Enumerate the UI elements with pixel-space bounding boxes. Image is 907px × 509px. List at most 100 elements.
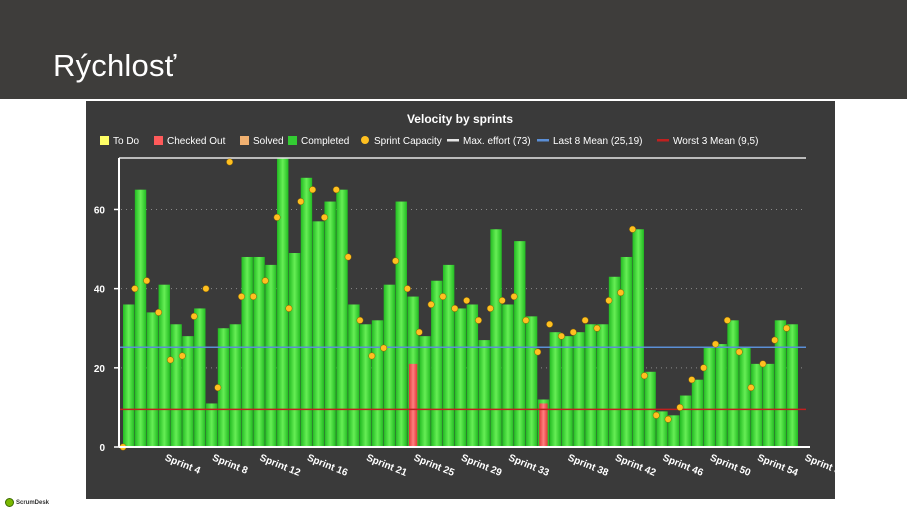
y-tick-label: 0: [99, 443, 105, 454]
capacity-point: [261, 277, 269, 285]
completed-bar: [561, 336, 573, 447]
completed-bar: [608, 276, 621, 447]
completed-bar: [549, 332, 561, 447]
completed-bar: [786, 324, 798, 447]
completed-bar: [288, 253, 301, 447]
chart-title: Velocity by sprints: [407, 112, 513, 126]
legend-label-solved: Solved: [253, 136, 284, 147]
completed-bar: [691, 379, 704, 447]
completed-bar: [739, 348, 751, 447]
capacity-point: [332, 186, 340, 194]
capacity-point: [486, 304, 494, 312]
capacity-point: [344, 253, 352, 261]
legend-marker-worst3-mean: [657, 139, 669, 142]
capacity-point: [214, 384, 222, 392]
completed-bar: [419, 336, 431, 447]
completed-bar: [703, 348, 716, 447]
capacity-point: [380, 344, 388, 352]
capacity-point: [664, 415, 672, 423]
completed-bar: [241, 256, 253, 447]
capacity-point: [712, 340, 719, 348]
completed-bar: [383, 284, 396, 447]
x-tick-label: Sprint 12: [258, 453, 302, 479]
capacity-point: [735, 348, 743, 356]
capacity-point: [309, 186, 317, 194]
y-tick-label: 40: [94, 285, 106, 296]
capacity-point: [759, 360, 767, 368]
completed-bar: [762, 363, 775, 447]
capacity-point: [166, 356, 174, 364]
legend-label-checked-out: Checked Out: [167, 136, 226, 147]
capacity-point: [155, 308, 163, 316]
completed-bar: [525, 316, 538, 447]
capacity-point: [605, 297, 613, 304]
capacity-point: [652, 411, 660, 419]
plot-area: 0 20 40 60 Sprint 4 Sprint 8 Sprint 12 Sprint 1…: [94, 157, 835, 479]
completed-bar: [253, 256, 265, 447]
capacity-point: [510, 293, 518, 301]
scrumdesk-logo-icon: [5, 498, 14, 507]
capacity-point: [368, 352, 376, 360]
scrumdesk-logo-text: ScrumDesk: [16, 499, 50, 506]
completed-bar: [751, 363, 763, 447]
legend-marker-completed: [288, 136, 297, 145]
capacity-point: [546, 320, 554, 328]
x-tick-label: Sprint 21: [365, 453, 409, 479]
completed-bar: [597, 324, 609, 447]
capacity-point: [143, 277, 151, 285]
x-tick-label: Sprint 29: [459, 453, 503, 479]
capacity-point: [747, 384, 755, 392]
capacity-point: [463, 297, 471, 304]
capacity-point: [415, 328, 423, 336]
capacity-point: [617, 289, 625, 297]
scrumdesk-logo: ScrumDesk: [5, 497, 49, 508]
x-tick-label: Sprint 46: [661, 453, 705, 479]
completed-bar: [158, 284, 170, 447]
capacity-point: [427, 301, 435, 308]
legend-label-worst3-mean: Worst 3 Mean (9,5): [673, 136, 758, 147]
completed-bar: [217, 328, 230, 447]
legend-marker-last8-mean: [537, 139, 549, 142]
completed-bar: [123, 304, 135, 447]
completed-bar: [514, 241, 526, 447]
legend-marker-max-effort: [447, 139, 459, 142]
legend-marker-checked-out: [154, 136, 163, 145]
capacity-point: [629, 225, 636, 233]
capacity-point: [688, 376, 696, 384]
capacity-point: [190, 312, 198, 320]
capacity-point: [451, 304, 459, 312]
capacity-point: [285, 304, 293, 312]
completed-bar: [146, 312, 159, 447]
capacity-point: [723, 316, 731, 324]
x-tick-label: Sprint 54: [756, 453, 800, 479]
capacity-point: [581, 316, 589, 324]
completed-bar: [134, 189, 147, 447]
capacity-point: [771, 336, 779, 344]
completed-bar: [442, 264, 455, 447]
completed-bar: [490, 229, 502, 447]
completed-bar: [585, 324, 597, 447]
capacity-point: [403, 285, 411, 293]
completed-bar: [727, 320, 739, 447]
completed-bar: [265, 264, 277, 447]
legend-label-todo: To Do: [113, 136, 140, 147]
capacity-point: [131, 285, 139, 293]
capacity-point: [238, 293, 245, 301]
capacity-point: [475, 316, 482, 324]
capacity-point: [522, 316, 530, 324]
x-tick-label: Sprint 33: [507, 453, 551, 479]
completed-bar: [324, 201, 336, 447]
completed-bar: [466, 304, 479, 447]
completed-bar: [774, 320, 787, 447]
slide-header: Rýchlosť: [0, 0, 907, 99]
completed-bar: [300, 177, 313, 447]
x-tick-label: Sprint 42: [613, 453, 657, 479]
capacity-point: [783, 324, 791, 332]
legend-label-capacity: Sprint Capacity: [374, 136, 442, 147]
x-tick-label: Sprint 4: [163, 453, 202, 477]
y-tick-label: 60: [94, 205, 106, 216]
completed-bar: [679, 395, 692, 447]
capacity-point: [249, 293, 257, 301]
legend-marker-solved: [240, 136, 249, 145]
capacity-point: [700, 364, 708, 372]
